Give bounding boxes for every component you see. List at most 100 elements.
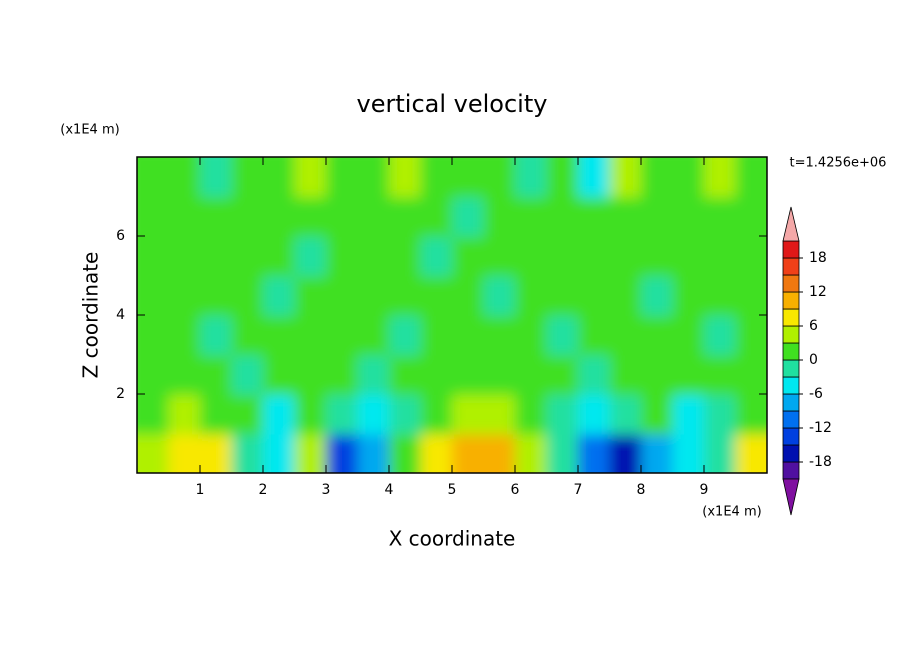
field-cell [672,354,705,395]
field-cell [326,196,359,237]
field-cell [420,315,453,356]
field-cell [515,315,548,356]
field-cell [200,354,233,395]
field-cell [735,196,767,237]
field-cell [609,157,642,198]
colorbar-box [782,444,800,463]
field-cell [200,433,233,473]
field-cell [200,157,233,198]
field-cell [200,275,233,316]
field-cell [452,196,485,237]
field-cell [672,394,705,435]
field-cell [735,315,767,356]
field-cell [168,157,201,198]
field-cell [452,394,485,435]
field-cell [483,433,516,473]
field-cell [389,236,422,277]
field-cell [641,196,674,237]
colorbar-box [782,257,800,276]
field-cell [168,196,201,237]
field-cell [357,236,390,277]
field-cell [452,275,485,316]
field-cell [672,315,705,356]
field-cell [231,236,264,277]
field-cell [389,315,422,356]
field-cell [515,236,548,277]
field-cell [420,196,453,237]
colorbar-box [782,342,800,361]
field-cell [231,433,264,473]
colorbar-box [782,393,800,412]
field-cell [641,236,674,277]
field-cell [609,315,642,356]
field-cell [357,433,390,473]
colorbar-box [782,359,800,378]
field-cell [578,275,611,316]
field-cell [704,236,737,277]
field-cell [294,196,327,237]
x-tick-label: 7 [574,482,583,498]
field-cell [326,157,359,198]
chart-title: vertical velocity [357,90,548,118]
field-cell [231,196,264,237]
field-cell [168,433,201,473]
field-cell [326,236,359,277]
field-cell [641,433,674,473]
field-cell [515,354,548,395]
field-cell [515,275,548,316]
field-cell [357,354,390,395]
x-tick-label: 1 [196,482,205,498]
field-cell [609,236,642,277]
field-cell [357,196,390,237]
field-cell [704,433,737,473]
field-cell [578,354,611,395]
colorbar-tick-label: 6 [809,318,818,334]
field-cell [735,394,767,435]
field-cell [704,394,737,435]
field-cell [137,236,170,277]
field-cell [483,157,516,198]
field-cell [735,236,767,277]
field-cell [200,196,233,237]
field-cell [137,157,170,198]
field-cell [294,315,327,356]
colorbar-box [782,274,800,293]
field-cell [578,236,611,277]
field-cell [326,433,359,473]
colorbar-under [782,478,800,516]
field-cell [546,196,579,237]
field-cell [483,394,516,435]
field-cell [231,394,264,435]
field-cell [357,315,390,356]
field-cell [420,275,453,316]
field-cell [389,394,422,435]
field-cell [452,157,485,198]
field-cell [483,236,516,277]
field-cell [357,394,390,435]
field [137,157,767,473]
field-cell [168,275,201,316]
field-cell [263,275,296,316]
field-cell [389,275,422,316]
field-cell [578,196,611,237]
x-unit: (x1E4 m) [702,505,761,520]
field-cell [294,354,327,395]
colorbar-box [782,461,800,480]
field-cell [609,275,642,316]
time-label: t=1.4256e+06 [790,156,887,171]
field-cell [704,354,737,395]
field-cell [420,354,453,395]
colorbar-over [782,206,800,242]
x-tick-label: 6 [511,482,520,498]
field-cell [168,354,201,395]
field-cell [294,275,327,316]
field-cell [326,354,359,395]
field-cell [515,433,548,473]
field-cell [357,275,390,316]
field-cell [200,394,233,435]
field-cell [515,157,548,198]
field-cell [515,196,548,237]
field-cell [546,433,579,473]
